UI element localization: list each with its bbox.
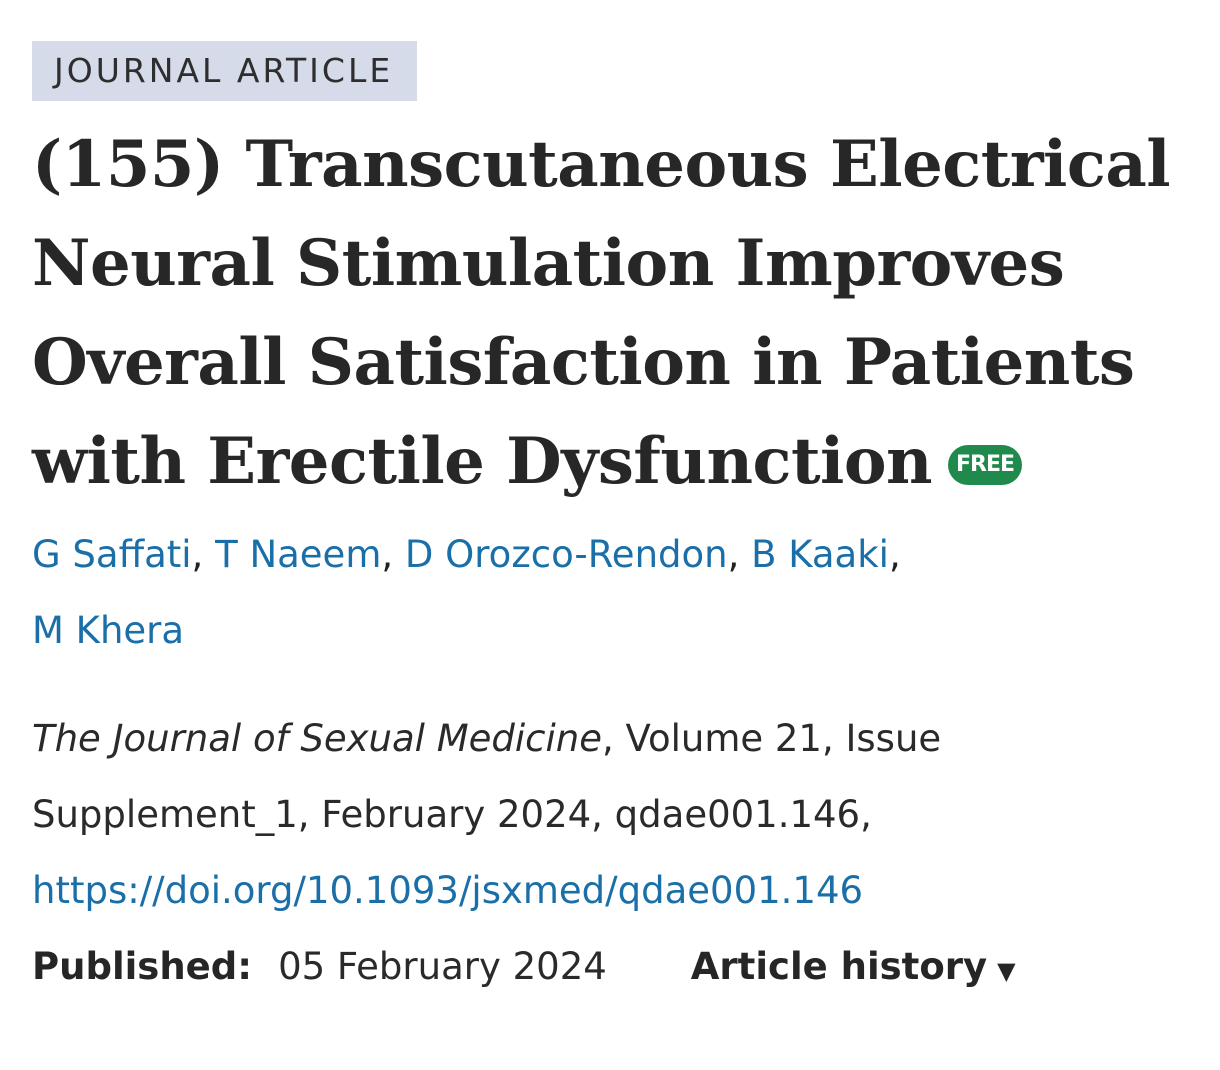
publication-info: Published: 05 February 2024 Article hist… [32, 929, 1202, 1009]
author-separator: , [381, 533, 405, 576]
author-link[interactable]: T Naeem [215, 533, 382, 576]
article-header: JOURNAL ARTICLE (155) Transcutaneous Ele… [32, 41, 1202, 1009]
doi-link[interactable]: https://doi.org/10.1093/jsxmed/qdae001.1… [32, 869, 864, 912]
caret-down-icon: ▼ [997, 957, 1016, 985]
published-date: 05 February 2024 [278, 945, 607, 988]
article-history-toggle[interactable]: Article history ▼ [691, 929, 1016, 1009]
author-link[interactable]: G Saffati [32, 533, 192, 576]
citation: The Journal of Sexual Medicine, Volume 2… [32, 701, 1202, 929]
article-title-text: (155) Transcutaneous Electrical Neural S… [32, 127, 1171, 499]
free-access-badge: FREE [948, 445, 1023, 485]
author-link[interactable]: D Orozco-Rendon [404, 533, 728, 576]
author-separator: , [191, 533, 216, 576]
article-type-badge: JOURNAL ARTICLE [32, 41, 418, 101]
article-title: (155) Transcutaneous Electrical Neural S… [32, 115, 1202, 511]
author-separator: , [727, 533, 752, 576]
article-history-label: Article history [690, 945, 988, 988]
citation-details: , Volume 21, Issue Supplement_1, Februar… [32, 717, 942, 836]
author-link[interactable]: M Khera [32, 609, 185, 652]
journal-name: The Journal of Sexual Medicine [32, 717, 602, 760]
author-link[interactable]: B Kaaki [751, 533, 889, 576]
author-list: G Saffati, T Naeem, D Orozco-Rendon, B K… [32, 517, 1202, 669]
author-separator: , [888, 533, 901, 576]
published-label: Published: [32, 945, 253, 988]
